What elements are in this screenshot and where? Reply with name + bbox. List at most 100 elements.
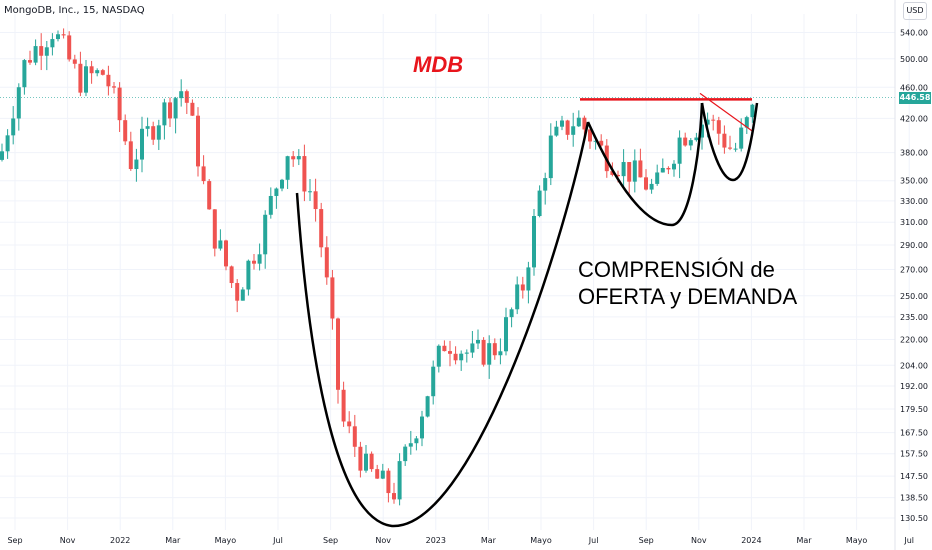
candle-body [666,167,671,170]
candle-body [683,137,688,146]
price-tick: 138.50 [900,494,928,503]
candle-body [420,416,424,439]
candle-body [196,115,200,167]
candle-body [285,156,290,180]
candle-body [403,446,408,462]
candle-body [414,438,419,444]
candle-body [179,91,184,99]
candle-body [364,453,368,471]
candle-body [744,117,749,128]
candle-body [492,343,497,356]
price-tick: 220.00 [900,335,928,344]
price-tick: 380.00 [900,149,928,158]
candle-body [22,60,27,88]
price-tick: 192.00 [900,382,928,391]
candle-body [548,135,553,179]
candle-body [291,156,296,160]
candle-body [224,240,228,267]
candle-body [599,140,604,146]
time-tick: Nov [691,536,707,545]
candle-body [442,345,447,352]
last-price-label: 446.58 [899,92,931,104]
candle-body [593,140,598,142]
candle-body [728,147,732,149]
time-tick: Nov [375,536,391,545]
time-tick: Mayo [846,536,868,545]
candle-body [700,124,704,138]
candle-body [554,126,559,136]
candle-body [425,396,430,417]
price-tick: 270.00 [900,265,928,274]
candle-body [408,443,413,447]
price-tick: 157.50 [900,450,928,459]
candle-body [168,102,172,119]
candle-body [448,351,452,354]
currency-button[interactable]: USD [903,2,927,20]
candle-body [733,148,738,150]
candle-body [515,284,520,310]
price-tick: 330.00 [900,197,928,206]
time-axis: Sep Nov 2022 Mar Mayo Jul Sep Nov 2023 Mar Mayo Jul… [7,536,914,545]
candle-body [308,191,312,193]
candle-body [722,133,727,148]
candle-body [319,209,324,248]
candle-body [246,260,251,290]
price-tick: 420.00 [900,114,928,123]
candle-body [336,318,340,390]
annotation-text: COMPRENSIÓN de OFERTA y DEMANDA [578,256,797,310]
candle-body [616,174,620,177]
trend-line [699,92,753,132]
candle-body [705,119,710,125]
candle-body [252,260,256,264]
candle-body [235,283,240,301]
candle-body [201,166,206,182]
candle-body [145,126,150,129]
candle-body [375,469,380,479]
candle-body [498,351,503,356]
time-tick: Jul [903,536,914,545]
candle-body [11,118,16,136]
candle-body [543,178,548,191]
candle-body [61,34,66,36]
price-tick: 310.00 [900,218,928,227]
annotation-line-2: OFERTA y DEMANDA [578,284,798,309]
candle-body [386,470,391,494]
candle-body [134,159,139,170]
price-tick: 204.00 [900,361,928,370]
price-axis: 540.00 500.00 460.00 420.00 380.00 350.00 330.… [894,0,928,550]
candle-body [56,34,60,40]
candle-body [582,117,587,130]
time-tick: Sep [639,536,654,545]
candle-body [100,70,105,75]
candle-body [347,421,352,427]
price-tick: 540.00 [900,28,928,37]
candle-body [560,120,564,127]
candle-body [660,167,665,173]
candle-body [218,240,223,249]
candle-body [33,46,38,63]
candle-body [459,353,464,361]
price-tick: 235.00 [900,313,928,322]
candle-body [313,191,318,210]
candle-body [190,102,195,116]
candle-body [151,126,156,140]
candle-body [184,91,189,103]
time-tick: Jul [272,536,283,545]
candle-body [296,156,301,160]
cup-curve [295,121,590,528]
candle-body [436,345,441,367]
candle-body [711,119,716,121]
candle-body [5,135,10,152]
candle-body [694,137,699,141]
candle-body [621,162,626,177]
grid [0,14,910,530]
price-tick: 460.00 [900,83,928,92]
drawings [0,92,895,528]
candle-body [50,39,55,48]
time-tick: Nov [60,536,76,545]
candle-body [117,87,122,121]
candle-body [330,277,335,319]
candle-body [380,470,385,479]
